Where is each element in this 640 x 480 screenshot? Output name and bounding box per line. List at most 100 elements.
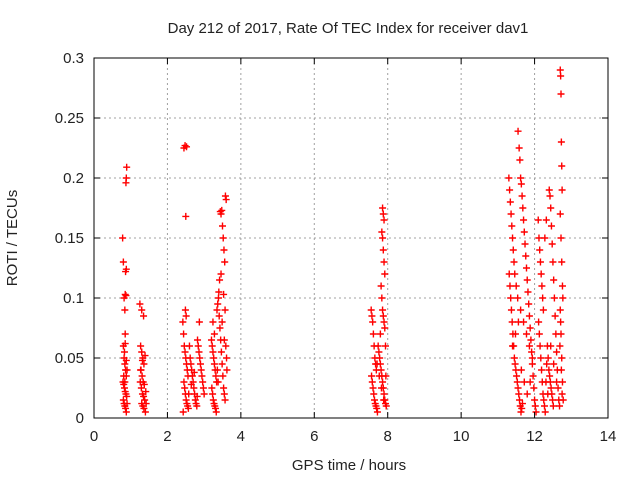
data-point-marker	[373, 404, 381, 412]
data-point-marker	[380, 318, 388, 326]
data-point-marker	[210, 354, 218, 362]
data-point-marker	[545, 366, 553, 374]
data-point-marker	[185, 390, 193, 398]
data-point-marker	[515, 144, 523, 152]
data-point-marker	[519, 204, 527, 212]
data-point-marker	[119, 234, 127, 242]
data-point-marker	[380, 216, 388, 224]
data-point-marker	[508, 222, 516, 230]
data-point-marker	[210, 330, 218, 338]
data-point-marker	[514, 318, 522, 326]
data-point-marker	[213, 306, 221, 314]
data-point-marker	[122, 292, 130, 300]
data-point-marker	[556, 66, 564, 74]
data-point-marker	[557, 72, 565, 80]
data-point-marker	[522, 330, 530, 338]
data-point-marker	[221, 306, 229, 314]
data-point-marker	[214, 378, 222, 386]
x-axis: 0 2 4 6 8 10 12 14	[90, 58, 616, 445]
data-point-marker	[507, 306, 515, 314]
data-point-marker	[374, 342, 382, 350]
data-point-marker	[538, 282, 546, 290]
data-point-marker	[196, 354, 204, 362]
data-point-marker	[517, 306, 525, 314]
data-point-marker	[121, 360, 129, 368]
data-point-marker	[123, 392, 131, 400]
data-point-marker	[209, 390, 217, 398]
data-point-marker	[516, 396, 524, 404]
data-point-marker	[209, 348, 217, 356]
data-point-marker	[183, 143, 191, 151]
data-point-marker	[195, 348, 203, 356]
data-point-marker	[558, 282, 566, 290]
data-point-marker	[218, 318, 226, 326]
data-point-marker	[558, 258, 566, 266]
data-point-marker	[539, 294, 547, 302]
data-point-marker	[140, 404, 148, 412]
data-point-marker	[520, 216, 528, 224]
data-point-marker	[182, 212, 190, 220]
data-point-marker	[557, 234, 565, 242]
data-point-marker	[531, 402, 539, 410]
data-point-marker	[376, 354, 384, 362]
data-point-marker	[547, 222, 555, 230]
data-point-marker	[142, 388, 150, 396]
data-point-marker	[191, 396, 199, 404]
data-point-marker	[210, 360, 218, 368]
data-point-marker	[382, 402, 390, 410]
x-axis-title: GPS time / hours	[292, 457, 406, 474]
data-point-marker	[543, 360, 551, 368]
data-point-marker	[368, 372, 376, 380]
x-tick-label: 10	[453, 428, 470, 445]
data-point-marker	[510, 258, 518, 266]
data-point-marker	[123, 163, 131, 171]
data-point-marker	[373, 408, 381, 416]
data-point-marker	[514, 384, 522, 392]
data-point-marker	[190, 384, 198, 392]
data-point-marker	[540, 396, 548, 404]
data-point-marker	[368, 312, 376, 320]
data-point-marker	[513, 372, 521, 380]
data-point-marker	[217, 348, 225, 356]
data-point-marker	[534, 216, 542, 224]
data-point-marker	[212, 408, 220, 416]
data-point-marker	[199, 378, 207, 386]
data-point-marker	[221, 192, 229, 200]
data-point-marker	[375, 348, 383, 356]
data-point-marker	[559, 294, 567, 302]
data-point-marker	[141, 396, 149, 404]
data-point-marker	[513, 378, 521, 386]
data-point-marker	[556, 402, 564, 410]
data-point-marker	[119, 258, 127, 266]
data-point-marker	[554, 384, 562, 392]
data-point-marker	[536, 258, 544, 266]
data-point-marker	[559, 396, 567, 404]
data-point-marker	[220, 246, 228, 254]
data-point-marker	[368, 378, 376, 386]
data-point-marker	[557, 318, 565, 326]
data-point-marker	[138, 356, 146, 364]
data-point-marker	[138, 372, 146, 380]
data-point-marker	[525, 312, 533, 320]
data-point-marker	[550, 360, 558, 368]
data-point-marker	[532, 408, 540, 416]
data-point-marker	[137, 384, 145, 392]
data-point-marker	[216, 276, 224, 284]
data-point-marker	[550, 294, 558, 302]
y-tick-label: 0.1	[63, 290, 84, 307]
data-point-marker	[558, 378, 566, 386]
data-point-marker	[515, 390, 523, 398]
data-point-marker	[537, 354, 545, 362]
data-point-marker	[179, 318, 187, 326]
data-point-marker	[138, 348, 146, 356]
data-point-marker	[122, 356, 130, 364]
data-point-marker	[223, 354, 231, 362]
data-point-marker	[550, 276, 558, 284]
data-point-marker	[215, 312, 223, 320]
data-point-marker	[195, 318, 203, 326]
data-point-marker	[553, 378, 561, 386]
data-point-marker	[535, 234, 543, 242]
data-point-marker	[220, 290, 228, 298]
data-point-marker	[369, 384, 377, 392]
